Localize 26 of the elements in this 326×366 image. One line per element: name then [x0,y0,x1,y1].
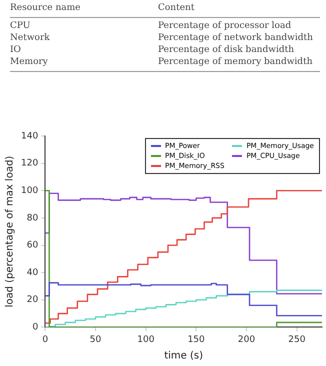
text: IO [10,44,22,56]
text: Percentage of processor load [158,20,292,32]
x-axis-title: time (s) [164,350,204,362]
text: Memory [10,56,49,68]
y-tick-label: 60 [26,240,38,251]
y-tick-label: 20 [26,295,38,306]
x-tick-label: 100 [137,334,155,345]
x-tick-label: 150 [188,334,206,345]
x-tick-label: 0 [42,334,48,345]
text: CPU [10,20,32,32]
y-tick-label: 120 [20,158,38,169]
y-tick-label: 100 [20,186,38,196]
text: Content [158,2,194,14]
y-tick-label: 80 [26,213,38,224]
y-tick-label: 140 [20,131,38,142]
x-tick-label: 50 [90,334,102,345]
y-tick-label: 40 [26,268,38,278]
text: Percentage of memory bandwidth [158,56,312,68]
y-tick-label: 0 [32,322,38,333]
text: Percentage of network bandwidth [158,32,313,44]
text: Percentage of disk bandwidth [158,44,294,56]
text: Resource name [10,2,82,14]
text: Network [10,32,51,44]
x-tick-label: 250 [288,334,306,345]
y-axis-title: load (percentage of max load) [4,156,16,308]
x-tick-label: 200 [238,334,256,345]
